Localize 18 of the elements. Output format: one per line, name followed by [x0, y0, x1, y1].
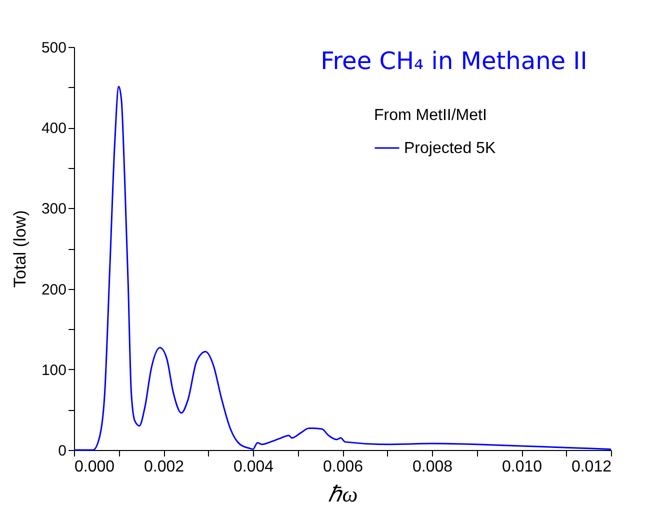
x-axis-title: ℏω: [328, 482, 358, 506]
y-tick-label: 300: [41, 200, 66, 218]
y-tick-label: 100: [41, 362, 66, 379]
x-tick-label: 0.012: [571, 458, 612, 476]
x-tick-label: 0.004: [233, 458, 274, 476]
x-tick-label: 0.006: [322, 458, 364, 476]
legend-label: Projected 5K: [404, 140, 496, 157]
legend-title: From MetII/MetI: [374, 107, 487, 124]
chart-title: Free CH₄ in Methane II: [320, 47, 588, 75]
y-tick-label: 400: [41, 120, 66, 138]
y-tick-label: 200: [41, 281, 66, 298]
x-tick-label: 0.000: [74, 458, 115, 476]
y-tick-label: 500: [41, 40, 66, 56]
x-tick-label: 0.008: [412, 458, 453, 476]
y-tick-label: 0: [58, 442, 66, 460]
x-tick-label: 0.002: [144, 458, 184, 476]
x-tick-label: 0.010: [502, 458, 542, 476]
y-axis-title: Total (low): [10, 210, 30, 288]
